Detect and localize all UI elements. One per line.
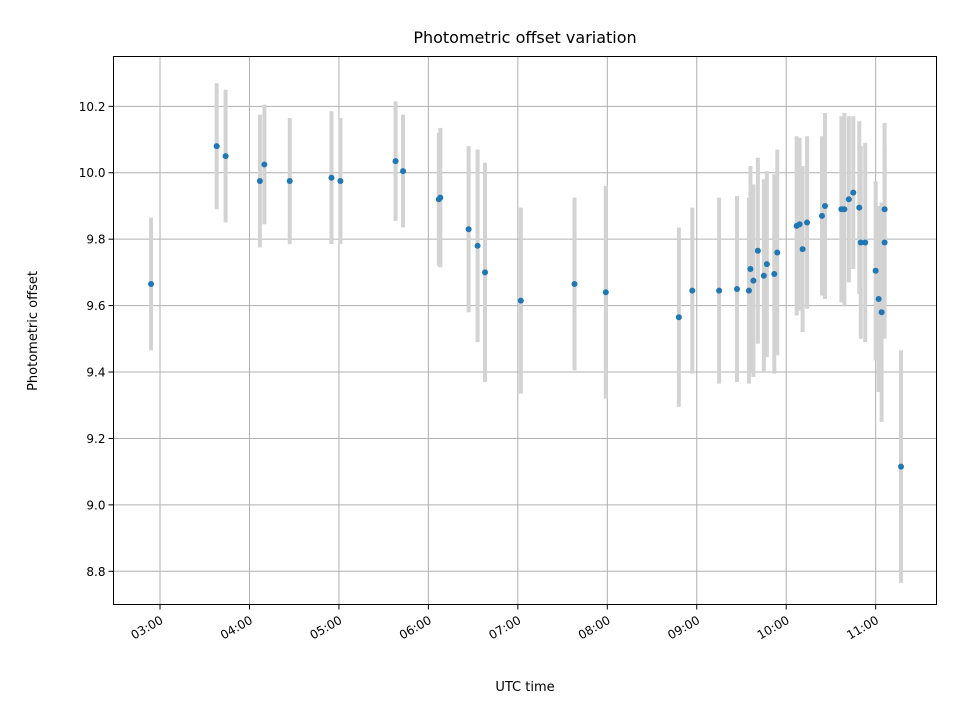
data-point — [148, 281, 155, 288]
data-point — [213, 143, 220, 150]
data-point — [256, 178, 263, 185]
data-point — [571, 281, 578, 288]
data-point — [222, 153, 229, 160]
x-tick-label: 05:00 — [307, 613, 344, 642]
data-points — [148, 143, 905, 470]
data-point — [734, 285, 741, 292]
y-tick-label: 9.2 — [86, 432, 105, 446]
y-tick-label: 9.8 — [86, 233, 105, 247]
data-point — [465, 226, 472, 233]
data-point — [482, 269, 489, 276]
x-tick-label: 04:00 — [218, 613, 255, 642]
error-bars — [149, 83, 904, 583]
data-point — [771, 271, 778, 278]
x-tick-label: 03:00 — [129, 613, 166, 642]
data-point — [517, 297, 524, 304]
x-axis-label: UTC time — [495, 680, 554, 695]
data-point — [689, 287, 696, 294]
data-point — [856, 204, 863, 211]
x-tick-label: 09:00 — [665, 613, 702, 642]
data-point — [437, 194, 444, 201]
y-tick-label: 9.4 — [86, 366, 105, 380]
x-tick-label: 06:00 — [397, 613, 434, 642]
data-point — [747, 266, 754, 273]
y-tick-label: 9.6 — [86, 299, 105, 313]
y-tick-label: 8.8 — [86, 565, 105, 579]
data-point — [763, 261, 770, 268]
data-point — [898, 463, 905, 470]
x-axis-ticks: 03:00 04:00 05:00 06:00 07:00 08:00 09:00 10:00… — [129, 604, 881, 642]
data-point — [804, 219, 811, 226]
data-point — [760, 272, 767, 279]
data-point — [392, 158, 399, 165]
data-point — [675, 314, 682, 321]
data-point — [337, 178, 344, 185]
data-point — [286, 178, 293, 185]
y-tick-label: 10.0 — [79, 166, 106, 180]
data-point — [818, 212, 825, 219]
data-point — [841, 206, 848, 213]
data-point — [872, 267, 879, 274]
data-point — [745, 287, 752, 294]
data-point — [261, 161, 268, 168]
y-tick-label: 10.2 — [79, 100, 106, 114]
x-tick-label: 10:00 — [755, 613, 792, 642]
y-axis-ticks: 8.8 9.0 9.2 9.4 9.6 9.8 10.0 10.2 — [79, 100, 114, 579]
data-point — [878, 309, 885, 316]
plot-frame — [113, 56, 937, 605]
data-point — [875, 295, 882, 302]
data-point — [881, 206, 888, 213]
data-point — [474, 242, 481, 249]
data-point — [716, 287, 723, 294]
data-point — [845, 196, 852, 203]
data-point — [602, 289, 609, 296]
grid — [113, 56, 937, 605]
chart-title: Photometric offset variation — [413, 28, 636, 47]
data-point — [821, 202, 828, 209]
data-point — [881, 239, 888, 246]
data-point — [400, 168, 407, 175]
data-point — [328, 174, 335, 181]
data-point — [754, 247, 761, 254]
data-point — [857, 239, 864, 246]
data-point — [750, 277, 757, 284]
data-point — [799, 246, 806, 253]
x-tick-label: 07:00 — [486, 613, 523, 642]
data-point — [796, 221, 803, 228]
y-axis-label: Photometric offset — [26, 271, 41, 391]
x-tick-label: 11:00 — [844, 613, 881, 642]
data-point — [862, 239, 869, 246]
data-point — [850, 189, 857, 196]
x-tick-label: 08:00 — [576, 613, 613, 642]
y-tick-label: 9.0 — [86, 498, 105, 512]
data-point — [774, 249, 781, 256]
